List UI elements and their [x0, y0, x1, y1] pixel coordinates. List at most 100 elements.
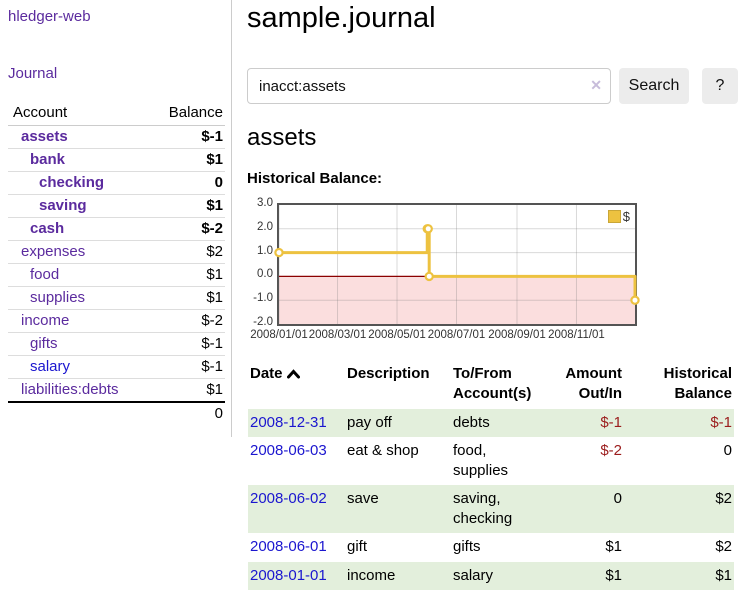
- brand-link[interactable]: hledger-web: [8, 8, 223, 25]
- amount-cell: $-2: [553, 437, 624, 485]
- description-cell: eat & shop: [345, 437, 451, 485]
- amount-cell: $-1: [553, 409, 624, 438]
- x-tick-label: 2008/03/01: [309, 329, 367, 341]
- main-content: sample.journal ✕ Search ? assets Histori…: [247, 0, 742, 582]
- x-tick-label: 2008/05/01: [368, 329, 426, 341]
- account-link[interactable]: liabilities:debts: [21, 381, 119, 398]
- account-row: saving $1: [8, 195, 225, 218]
- account-link[interactable]: salary: [30, 358, 70, 375]
- account-balance: $2: [148, 241, 225, 264]
- description-cell: save: [345, 485, 451, 533]
- legend-label: $: [623, 209, 630, 224]
- description-cell: pay off: [345, 409, 451, 438]
- y-tick-label: 3.0: [247, 197, 273, 209]
- balance-cell: $2: [624, 485, 734, 533]
- accounts-table: Account Balance assets $-1 bank $1 checking 0…: [8, 101, 225, 425]
- accounts-cell: debts: [451, 409, 553, 438]
- account-link[interactable]: cash: [30, 220, 64, 237]
- chart-canvas: [279, 205, 635, 324]
- sidebar-item-journal[interactable]: Journal: [8, 65, 223, 82]
- account-link[interactable]: food: [30, 266, 59, 283]
- accounts-header-account: Account: [8, 101, 148, 126]
- account-row: salary $-1: [8, 356, 225, 379]
- account-link[interactable]: gifts: [30, 335, 58, 352]
- account-link[interactable]: bank: [30, 151, 65, 168]
- account-link[interactable]: income: [21, 312, 69, 329]
- account-balance: $-2: [148, 218, 225, 241]
- sidebar: hledger-web Journal Account Balance asse…: [0, 0, 232, 437]
- y-tick-label: 0.0: [247, 268, 273, 280]
- amount-cell: $1: [553, 562, 624, 590]
- y-tick-label: 1.0: [247, 245, 273, 257]
- chart-plot-area[interactable]: $: [277, 203, 637, 326]
- y-tick-label: -2.0: [247, 316, 273, 328]
- account-balance: $-2: [148, 310, 225, 333]
- x-tick-label: 2008/09/01: [488, 329, 546, 341]
- accounts-cell: gifts: [451, 533, 553, 562]
- account-row: liabilities:debts $1: [8, 379, 225, 403]
- balance-cell: 0: [624, 437, 734, 485]
- accounts-header-balance: Balance: [148, 101, 225, 126]
- account-balance: 0: [148, 172, 225, 195]
- sort-ascending-icon: [287, 369, 300, 379]
- account-link[interactable]: saving: [39, 197, 87, 214]
- balance-cell: $-1: [624, 409, 734, 438]
- x-tick-label: 2008/11/01: [548, 329, 605, 341]
- account-balance: $1: [148, 379, 225, 403]
- description-cell: gift: [345, 533, 451, 562]
- chart-legend: $: [608, 209, 630, 224]
- date-link[interactable]: 2008-06-02: [250, 490, 327, 507]
- amount-cell: 0: [553, 485, 624, 533]
- account-link[interactable]: checking: [39, 174, 104, 191]
- accounts-cell: salary: [451, 562, 553, 590]
- date-link[interactable]: 2008-06-01: [250, 538, 327, 555]
- y-tick-label: 2.0: [247, 221, 273, 233]
- date-link[interactable]: 2008-06-03: [250, 442, 327, 459]
- accounts-cell: food, supplies: [451, 437, 553, 485]
- account-balance: $-1: [148, 126, 225, 149]
- legend-swatch-icon: [608, 210, 621, 223]
- account-row: gifts $-1: [8, 333, 225, 356]
- account-row: food $1: [8, 264, 225, 287]
- register-header: Description: [345, 362, 451, 409]
- amount-cell: $1: [553, 533, 624, 562]
- balance-cell: $1: [624, 562, 734, 590]
- account-link[interactable]: assets: [21, 128, 68, 145]
- account-row: checking 0: [8, 172, 225, 195]
- accounts-total-value: 0: [148, 402, 225, 425]
- accounts-cell: saving, checking: [451, 485, 553, 533]
- description-cell: income: [345, 562, 451, 590]
- account-balance: $1: [148, 149, 225, 172]
- account-balance: $-1: [148, 356, 225, 379]
- account-row: cash $-2: [8, 218, 225, 241]
- date-link[interactable]: 2008-12-31: [250, 414, 327, 431]
- accounts-total-row: 0: [8, 402, 225, 425]
- date-link[interactable]: 2008-01-01: [250, 567, 327, 584]
- y-tick-label: -1.0: [247, 292, 273, 304]
- account-balance: $1: [148, 195, 225, 218]
- account-row: assets $-1: [8, 126, 225, 149]
- account-row: expenses $2: [8, 241, 225, 264]
- account-link[interactable]: expenses: [21, 243, 85, 260]
- account-link[interactable]: supplies: [30, 289, 85, 306]
- account-row: bank $1: [8, 149, 225, 172]
- account-balance: $1: [148, 287, 225, 310]
- account-balance: $-1: [148, 333, 225, 356]
- x-tick-label: 2008/01/01: [250, 329, 308, 341]
- account-row: supplies $1: [8, 287, 225, 310]
- balance-cell: $2: [624, 533, 734, 562]
- account-row: income $-2: [8, 310, 225, 333]
- account-balance: $1: [148, 264, 225, 287]
- register-header[interactable]: Date: [248, 362, 345, 409]
- x-tick-label: 2008/07/01: [428, 329, 486, 341]
